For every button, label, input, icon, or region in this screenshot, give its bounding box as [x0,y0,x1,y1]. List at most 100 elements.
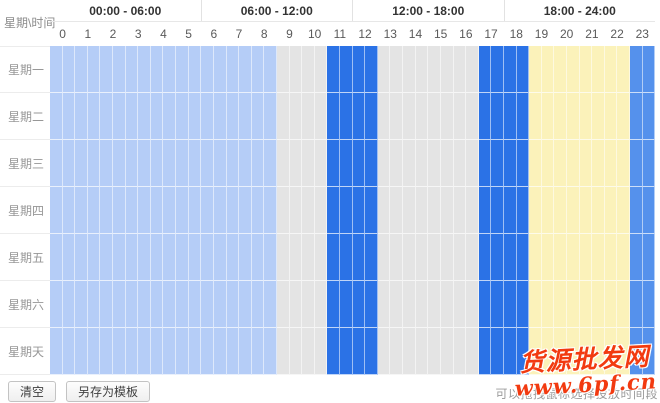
schedule-cell[interactable] [466,281,479,328]
schedule-cell[interactable] [340,93,353,140]
schedule-cell[interactable] [226,140,240,187]
schedule-cell[interactable] [201,140,214,187]
schedule-cell[interactable] [226,328,240,375]
schedule-cell[interactable] [478,93,492,140]
schedule-cell[interactable] [579,328,593,375]
schedule-cell[interactable] [365,140,378,187]
schedule-cell[interactable] [365,187,378,234]
schedule-cell[interactable] [125,93,139,140]
schedule-cell[interactable] [150,234,164,281]
schedule-cell[interactable] [453,93,467,140]
schedule-cell[interactable] [340,234,353,281]
schedule-cell[interactable] [201,187,214,234]
schedule-cell[interactable] [377,187,391,234]
schedule-cell[interactable] [390,281,404,328]
schedule-cell[interactable] [213,93,227,140]
schedule-cell[interactable] [264,281,277,328]
schedule-cell[interactable] [440,187,454,234]
schedule-cell[interactable] [264,140,277,187]
schedule-cell[interactable] [440,93,454,140]
schedule-cell[interactable] [113,234,126,281]
schedule-cell[interactable] [340,46,353,93]
schedule-cell[interactable] [251,328,265,375]
schedule-cell[interactable] [251,234,265,281]
schedule-cell[interactable] [276,46,290,93]
schedule-cell[interactable] [352,93,366,140]
schedule-cell[interactable] [251,46,265,93]
schedule-cell[interactable] [415,234,429,281]
schedule-cell[interactable] [415,328,429,375]
clear-button[interactable]: 清空 [8,381,57,402]
schedule-cell[interactable] [163,46,177,93]
schedule-cell[interactable] [113,140,126,187]
schedule-cell[interactable] [340,328,353,375]
schedule-cell[interactable] [327,140,341,187]
schedule-cell[interactable] [592,187,605,234]
schedule-cell[interactable] [642,234,656,281]
schedule-cell[interactable] [75,281,88,328]
schedule-cell[interactable] [503,93,517,140]
schedule-cell[interactable] [453,328,467,375]
schedule-cell[interactable] [390,234,404,281]
schedule-cell[interactable] [50,187,63,234]
schedule-cell[interactable] [541,328,555,375]
schedule-cell[interactable] [403,281,416,328]
schedule-cell[interactable] [201,234,214,281]
schedule-cell[interactable] [100,46,114,93]
schedule-cell[interactable] [75,234,88,281]
schedule-cell[interactable] [327,328,341,375]
schedule-cell[interactable] [163,328,177,375]
schedule-cell[interactable] [239,234,252,281]
schedule-cell[interactable] [440,281,454,328]
schedule-cell[interactable] [642,140,656,187]
schedule-cell[interactable] [604,234,618,281]
schedule-cell[interactable] [377,328,391,375]
schedule-cell[interactable] [478,187,492,234]
schedule-cell[interactable] [314,281,328,328]
schedule-cell[interactable] [340,187,353,234]
schedule-cell[interactable] [604,328,618,375]
schedule-cell[interactable] [188,328,202,375]
schedule-cell[interactable] [554,187,567,234]
schedule-cell[interactable] [554,328,567,375]
schedule-cell[interactable] [592,234,605,281]
schedule-cell[interactable] [213,46,227,93]
schedule-cell[interactable] [264,328,277,375]
schedule-cell[interactable] [566,140,580,187]
schedule-cell[interactable] [377,93,391,140]
schedule-cell[interactable] [87,46,101,93]
schedule-cell[interactable] [100,93,114,140]
schedule-cell[interactable] [365,328,378,375]
schedule-cell[interactable] [163,281,177,328]
schedule-cell[interactable] [138,234,151,281]
schedule-cell[interactable] [478,140,492,187]
schedule-cell[interactable] [213,187,227,234]
schedule-cell[interactable] [100,140,114,187]
schedule-cell[interactable] [440,46,454,93]
schedule-cell[interactable] [302,234,315,281]
schedule-cell[interactable] [541,93,555,140]
schedule-cell[interactable] [302,140,315,187]
schedule-cell[interactable] [125,46,139,93]
schedule-cell[interactable] [566,46,580,93]
schedule-cell[interactable] [503,187,517,234]
schedule-cell[interactable] [201,46,214,93]
schedule-cell[interactable] [302,187,315,234]
schedule-cell[interactable] [541,46,555,93]
schedule-cell[interactable] [188,140,202,187]
schedule-cell[interactable] [302,93,315,140]
schedule-cell[interactable] [50,140,63,187]
schedule-cell[interactable] [466,328,479,375]
schedule-cell[interactable] [113,187,126,234]
schedule-cell[interactable] [592,140,605,187]
schedule-cell[interactable] [352,281,366,328]
schedule-cell[interactable] [138,93,151,140]
schedule-cell[interactable] [75,140,88,187]
schedule-cell[interactable] [251,281,265,328]
schedule-cell[interactable] [314,46,328,93]
schedule-cell[interactable] [176,46,189,93]
schedule-cell[interactable] [579,187,593,234]
schedule-cell[interactable] [62,140,76,187]
schedule-cell[interactable] [390,187,404,234]
schedule-cell[interactable] [302,281,315,328]
